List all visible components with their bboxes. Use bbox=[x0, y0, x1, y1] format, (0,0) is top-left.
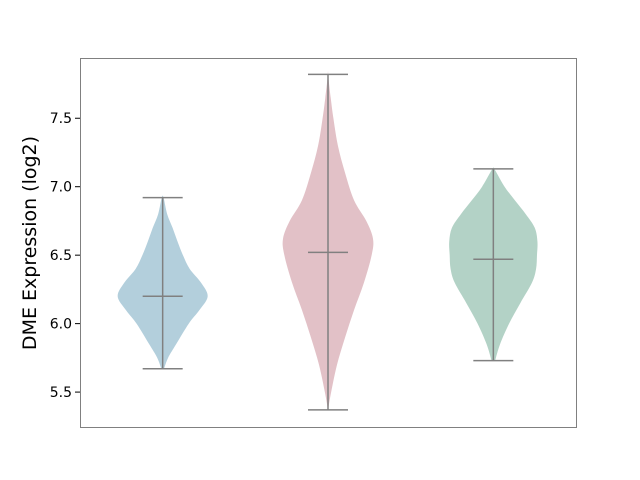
violins bbox=[117, 71, 538, 411]
y-axis-label: DME Expression (log2) bbox=[19, 136, 41, 350]
violin-1 bbox=[117, 195, 208, 370]
y-tick-label: 6.0 bbox=[50, 317, 72, 333]
violin-2 bbox=[282, 71, 374, 411]
plot-frame bbox=[80, 58, 577, 428]
y-tick-label: 6.5 bbox=[50, 248, 72, 264]
y-tick-label: 5.5 bbox=[50, 385, 72, 401]
violin-3 bbox=[449, 166, 538, 362]
y-tick-label: 7.0 bbox=[50, 180, 72, 196]
y-tick-label: 7.5 bbox=[50, 111, 72, 127]
y-axis: 5.5 6.0 6.5 7.0 7.5 bbox=[50, 111, 80, 401]
